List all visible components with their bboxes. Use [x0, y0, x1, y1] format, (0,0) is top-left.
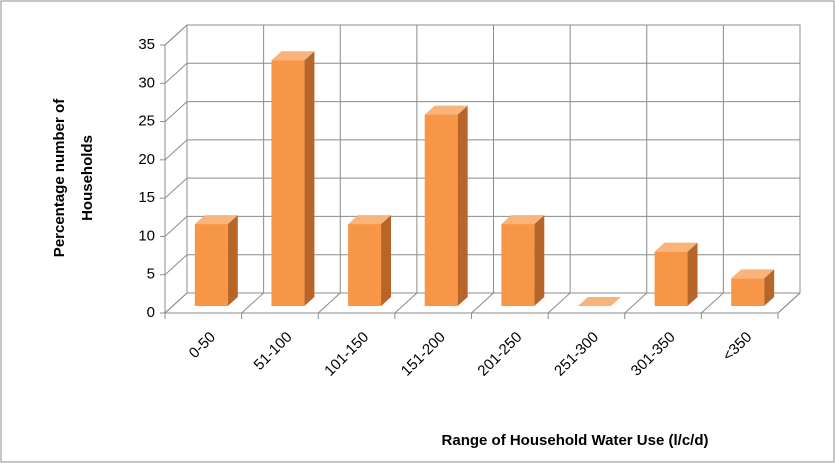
y-tick-label: 15: [138, 189, 155, 206]
bar-side: [304, 51, 315, 306]
floor-line: [241, 25, 265, 319]
y-tick-label: 10: [138, 227, 155, 244]
bar: [731, 278, 765, 306]
bar-top: [424, 105, 468, 115]
bar-top: [194, 215, 238, 225]
y-tick-label: 30: [138, 74, 155, 91]
bar-top: [731, 269, 775, 279]
y-tick-label: 35: [138, 36, 155, 53]
floor-line: [624, 25, 648, 319]
bar-top: [501, 215, 545, 225]
bar-side: [687, 242, 698, 306]
bar: [348, 224, 382, 306]
y-axis-title: Percentage number of: [51, 98, 68, 257]
bar-side: [534, 215, 545, 306]
bar-top: [654, 242, 698, 252]
floor-line: [777, 25, 801, 319]
floor-line: [164, 25, 188, 319]
bar-side: [227, 215, 238, 306]
bar: [501, 224, 535, 306]
bar: [654, 251, 688, 306]
floor-line: [394, 25, 418, 319]
floor-line: [317, 25, 341, 319]
floor-line: [700, 25, 724, 319]
bar-top: [348, 215, 392, 225]
y-axis-title: Households: [79, 135, 96, 221]
bar-side: [457, 105, 468, 306]
y-tick-label: 5: [147, 266, 155, 283]
bar: [424, 114, 458, 306]
bar-side: [381, 215, 392, 306]
y-tick-label: 20: [138, 151, 155, 168]
y-tick-label: 25: [138, 113, 155, 130]
y-tick-label: 0: [147, 304, 155, 321]
bar-top: [271, 51, 315, 61]
bar-side: [764, 269, 775, 306]
floor-line: [547, 25, 571, 319]
bar-top: [577, 297, 621, 306]
bar: [271, 60, 305, 306]
bar: [194, 224, 228, 306]
floor-line: [471, 25, 494, 319]
x-axis-title: Range of Household Water Use (l/c/d): [442, 432, 709, 449]
